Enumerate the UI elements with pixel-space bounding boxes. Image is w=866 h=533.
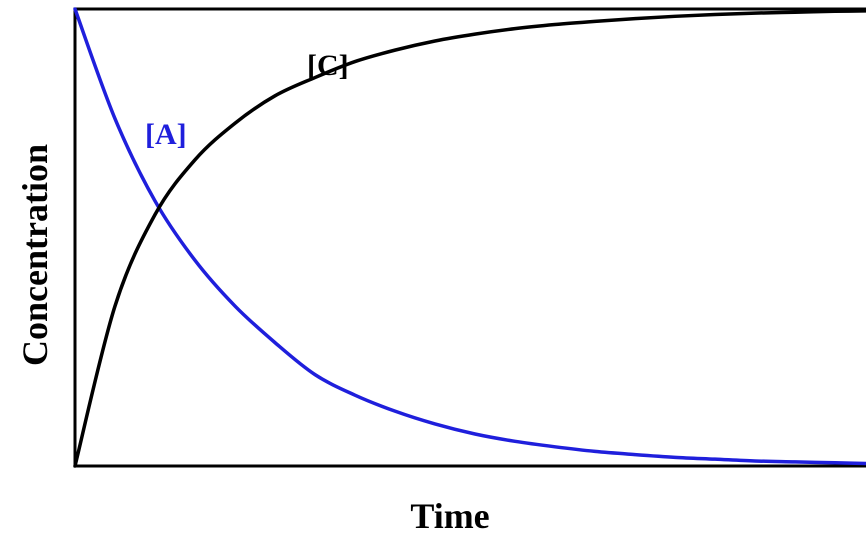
x-axis-title: Time: [410, 496, 489, 533]
y-axis-title: Concentration: [15, 144, 55, 366]
plot-area-frame: [73, 7, 866, 468]
series-line-c: [73, 9, 866, 468]
series-label-c: [C]: [307, 49, 349, 82]
series-label-a: [A]: [145, 118, 187, 151]
series-line-a: [73, 7, 866, 466]
